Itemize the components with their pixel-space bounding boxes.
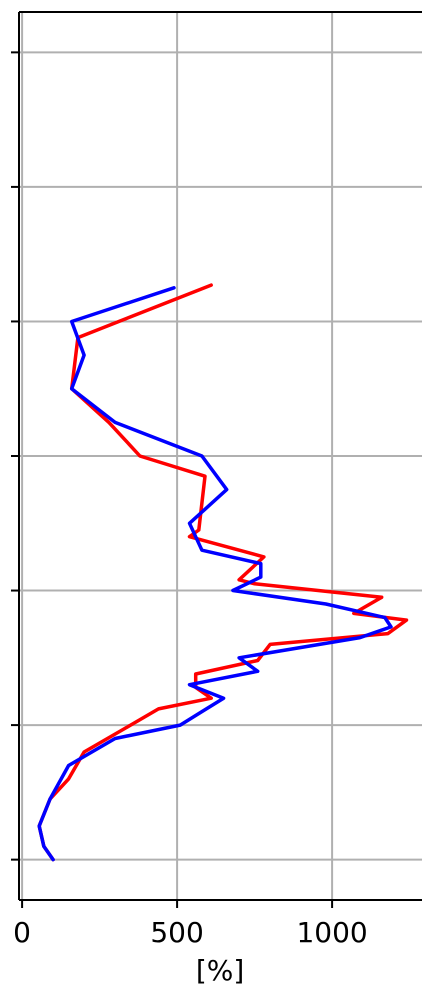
series-line-1 bbox=[37, 283, 409, 862]
x-tick-label: 500 bbox=[150, 916, 203, 949]
x-tick-label: 0 bbox=[13, 916, 31, 949]
x-tick-label: 1000 bbox=[296, 916, 367, 949]
ticks: 0 500 1000 bbox=[11, 51, 368, 949]
series-group bbox=[37, 283, 409, 862]
x-axis-label: [%] bbox=[196, 954, 244, 987]
grid bbox=[19, 12, 422, 900]
series-line-2 bbox=[37, 286, 393, 862]
